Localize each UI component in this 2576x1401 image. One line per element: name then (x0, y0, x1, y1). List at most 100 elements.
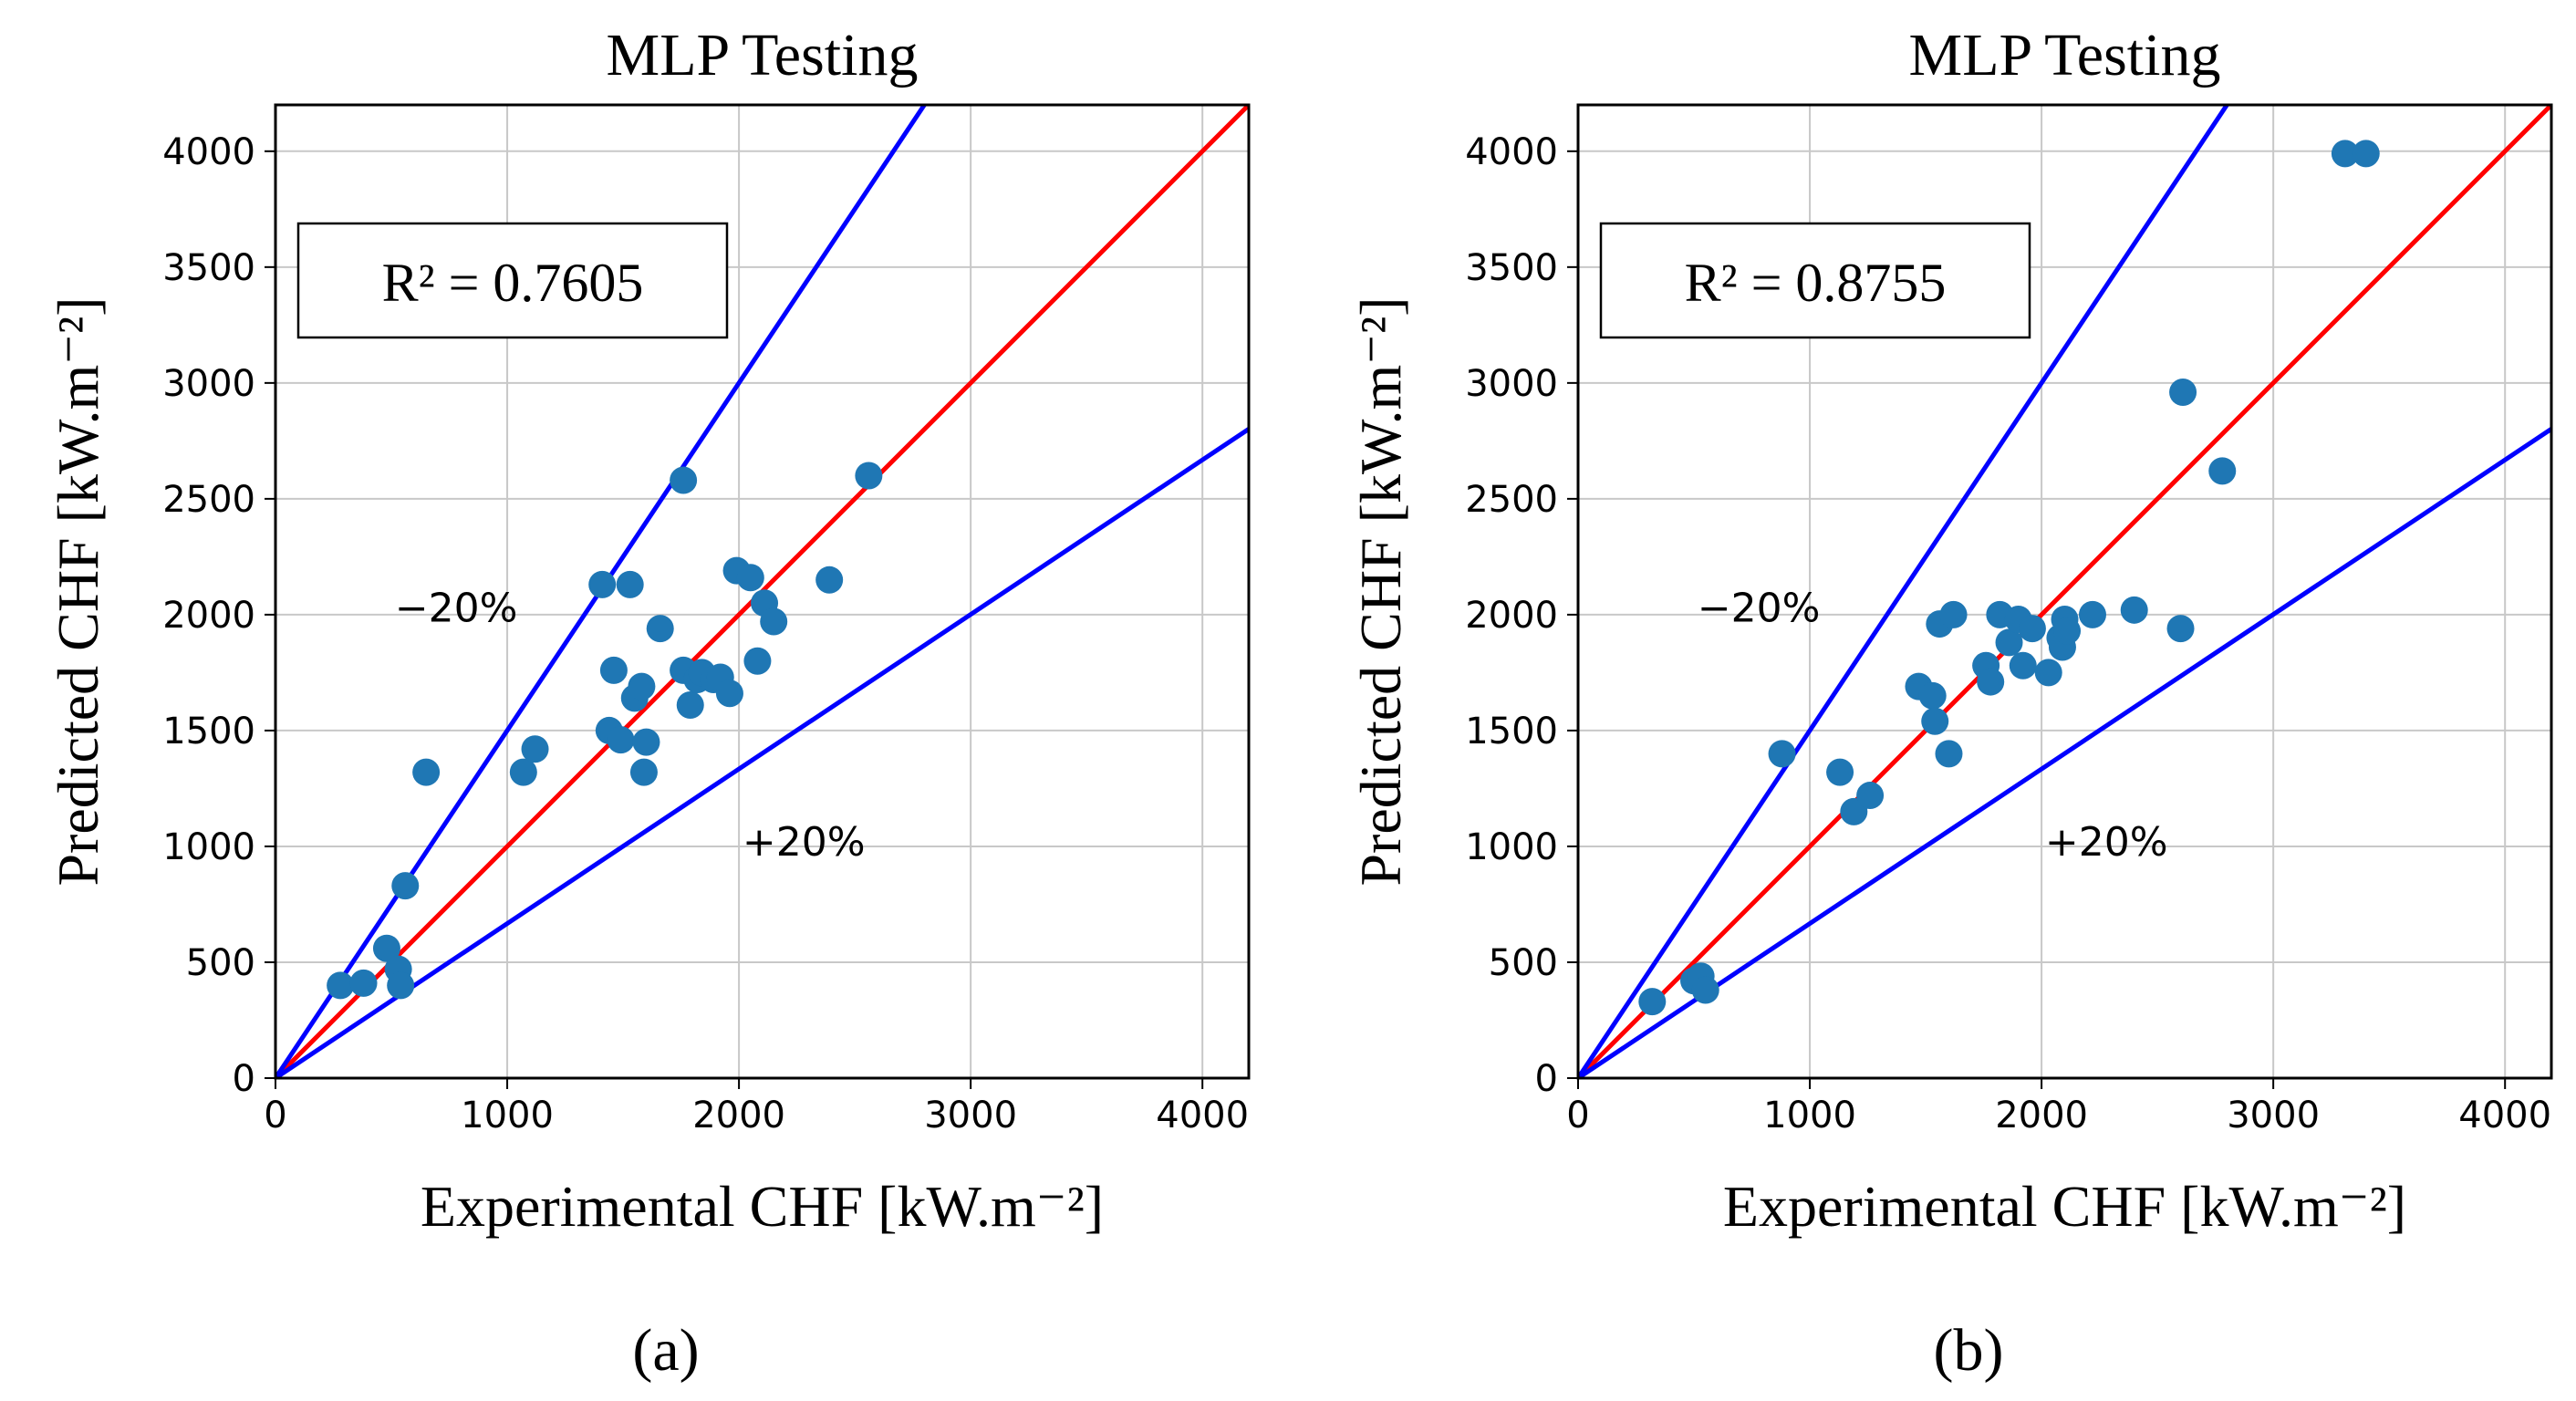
reference-lines (1578, 105, 2551, 1078)
plus-20-annotation: +20% (2045, 819, 2168, 866)
x-axis-label: Experimental CHF [kW.m⁻²] (1723, 1174, 2406, 1239)
data-point (607, 726, 635, 754)
data-point (1691, 976, 1719, 1004)
r2-box (296, 222, 729, 339)
data-point (2352, 140, 2380, 168)
data-point (2018, 615, 2046, 643)
chart-panel-b: 0 1000 2000 3000 4000 0 500 1000 1500 2000 2500 300… (1348, 22, 2553, 1384)
data-point (632, 728, 660, 756)
data-point (1638, 988, 1667, 1016)
y-tick-label: 3500 (162, 247, 255, 289)
data-point (1935, 740, 1963, 768)
panel-label: (a) (632, 1317, 699, 1384)
x-tick-label: 4000 (1156, 1095, 1249, 1136)
r2-label: R² = 0.7605 (382, 253, 644, 313)
plot-frame (1576, 103, 2553, 1080)
y-tick-label: 2500 (1465, 479, 1558, 521)
data-point (599, 656, 628, 684)
chart-title: MLP Testing (607, 22, 919, 88)
y-tick-label: 1500 (1465, 711, 1558, 752)
plot-frame (274, 103, 1251, 1080)
data-point (387, 971, 415, 1000)
data-point (2169, 379, 2197, 407)
plus-20-annotation: +20% (743, 819, 866, 866)
x-tick-label: 4000 (2458, 1095, 2551, 1136)
data-point (1921, 707, 1949, 735)
data-point (2208, 457, 2237, 485)
y-tick-label: 3000 (162, 363, 255, 405)
data-point (815, 566, 844, 594)
minus-20-annotation: −20% (1698, 586, 1821, 632)
data-point (1856, 782, 1885, 810)
data-point (743, 647, 772, 675)
r2-label: R² = 0.8755 (1685, 253, 1947, 313)
y-tick-label: 4000 (1465, 131, 1558, 173)
y-tick-label: 2500 (162, 479, 255, 521)
data-point (616, 570, 644, 598)
data-point (509, 758, 537, 786)
data-point (2053, 617, 2082, 645)
data-points (1638, 140, 2380, 1016)
data-point (412, 758, 441, 786)
data-point (2009, 651, 2037, 680)
data-point (715, 680, 743, 708)
y-tick-label: 1000 (1465, 826, 1558, 868)
x-tick-label: 0 (264, 1095, 286, 1136)
data-point (1826, 758, 1854, 786)
minus-20-line (1578, 105, 2230, 1078)
data-point (1768, 740, 1796, 768)
data-point (628, 672, 656, 700)
data-point (646, 615, 674, 643)
y-tick-label: 2000 (162, 595, 255, 637)
reference-lines (275, 105, 1249, 1078)
y-tick-label: 1500 (162, 711, 255, 752)
data-point (391, 872, 420, 900)
panel-label: (b) (1934, 1317, 2004, 1384)
x-tick-label: 2000 (692, 1095, 785, 1136)
data-point (327, 971, 355, 1000)
data-point (2034, 659, 2062, 687)
data-point (588, 570, 617, 598)
y-tick-label: 4000 (162, 131, 255, 173)
y-tick-label: 500 (1489, 942, 1558, 984)
data-point (1995, 628, 2023, 657)
y-tick-label: 1000 (162, 826, 255, 868)
data-point (2120, 596, 2148, 624)
data-point (1977, 668, 2005, 696)
x-axis-label: Experimental CHF [kW.m⁻²] (421, 1174, 1104, 1239)
data-point (670, 466, 698, 494)
chart-title: MLP Testing (1909, 22, 2221, 88)
x-tick-label: 2000 (1995, 1095, 2088, 1136)
data-point (736, 564, 764, 592)
data-point (2078, 600, 2106, 628)
y-axis-label: Predicted CHF [kW.m⁻²] (46, 296, 110, 886)
x-tick-label: 1000 (461, 1095, 554, 1136)
y-tick-label: 0 (1535, 1058, 1558, 1100)
chart-panel-a: 0 1000 2000 3000 4000 0 500 1000 1500 2000 2500 300… (46, 22, 1251, 1384)
plus-20-line (275, 427, 1249, 1078)
data-point (760, 607, 788, 636)
minus-20-line (275, 105, 928, 1078)
x-tick-label: 3000 (924, 1095, 1017, 1136)
y-axis-label: Predicted CHF [kW.m⁻²] (1348, 296, 1413, 886)
data-point (2166, 615, 2195, 643)
data-point (855, 462, 883, 490)
ideal-line (1578, 105, 2551, 1078)
plus-20-line (1578, 427, 2551, 1078)
y-tick-label: 3000 (1465, 363, 1558, 405)
data-point (2331, 140, 2359, 168)
data-point (349, 969, 378, 997)
minus-20-annotation: −20% (395, 586, 518, 632)
data-point (676, 690, 704, 719)
y-tick-label: 500 (186, 942, 255, 984)
x-tick-label: 3000 (2227, 1095, 2320, 1136)
x-tick-label: 0 (1566, 1095, 1589, 1136)
data-point (521, 735, 549, 763)
y-tick-label: 3500 (1465, 247, 1558, 289)
y-tick-label: 2000 (1465, 595, 1558, 637)
data-point (629, 758, 658, 786)
data-points (327, 462, 883, 1000)
data-point (1939, 600, 1968, 628)
y-tick-label: 0 (233, 1058, 255, 1100)
